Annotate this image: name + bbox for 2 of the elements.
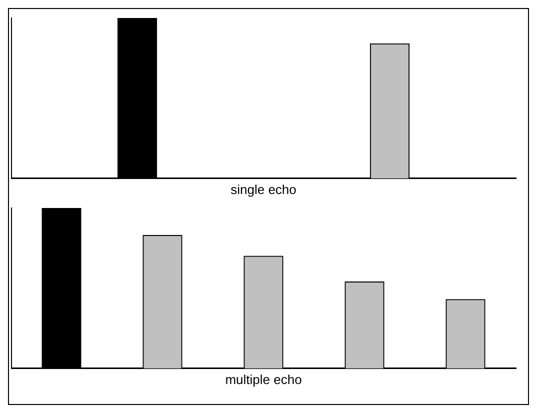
x-axis-title: single echo (230, 182, 296, 197)
x-axis-title: multiple echo (225, 372, 302, 387)
